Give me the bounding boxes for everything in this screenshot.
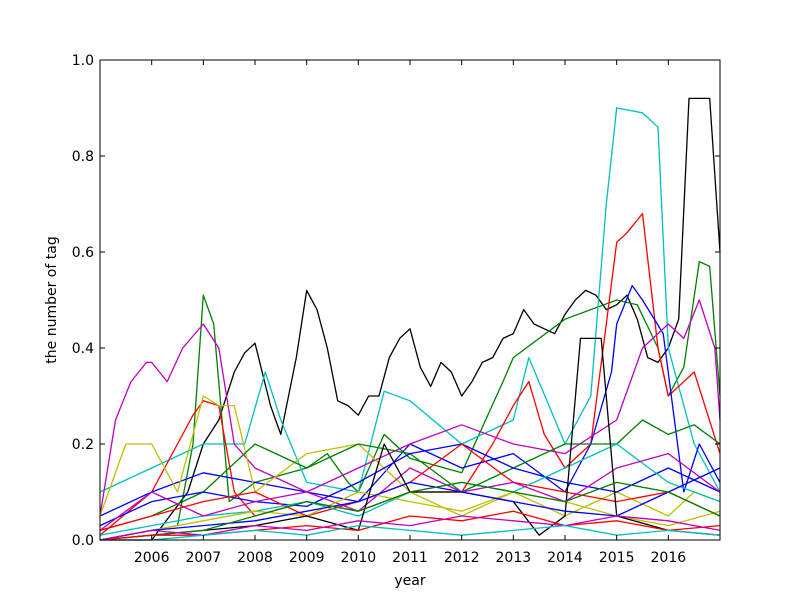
x-tick-label: 2007 <box>186 550 222 566</box>
x-tick-label: 2013 <box>496 550 532 566</box>
x-tick-label: 2016 <box>651 550 687 566</box>
series-line-9 <box>99 443 721 527</box>
x-tick-label: 2009 <box>289 550 325 566</box>
series-line-3 <box>99 107 721 493</box>
y-tick-label: 0.8 <box>72 149 94 165</box>
y-tick-label: 1.0 <box>72 53 94 69</box>
x-tick-label: 2012 <box>444 550 480 566</box>
y-tick-label: 0.4 <box>72 341 94 357</box>
series-line-7 <box>99 395 721 517</box>
x-tick-label: 2008 <box>237 550 273 566</box>
y-axis: 0.0 0.2 0.4 0.6 0.8 1.0 <box>72 53 720 549</box>
x-axis-label: year <box>394 573 425 589</box>
y-axis-label: the number of tag <box>44 236 60 363</box>
y-tick-label: 0.6 <box>72 245 94 261</box>
x-axis: 2006 2007 2008 2009 2010 2011 2012 2013 2014 2015… <box>134 60 686 566</box>
x-tick-label: 2011 <box>392 550 428 566</box>
series-line-1 <box>100 97 721 541</box>
x-tick-label: 2015 <box>599 550 635 566</box>
x-tick-label: 2006 <box>134 550 170 566</box>
series-layer <box>99 97 721 541</box>
series-line-12 <box>99 452 721 531</box>
series-line-16 <box>99 481 721 541</box>
series-line-6 <box>99 299 721 517</box>
y-tick-label: 0.0 <box>72 533 94 549</box>
x-tick-label: 2010 <box>341 550 377 566</box>
series-line-4 <box>99 212 721 536</box>
y-tick-label: 0.2 <box>72 437 94 453</box>
x-tick-label: 2014 <box>547 550 583 566</box>
